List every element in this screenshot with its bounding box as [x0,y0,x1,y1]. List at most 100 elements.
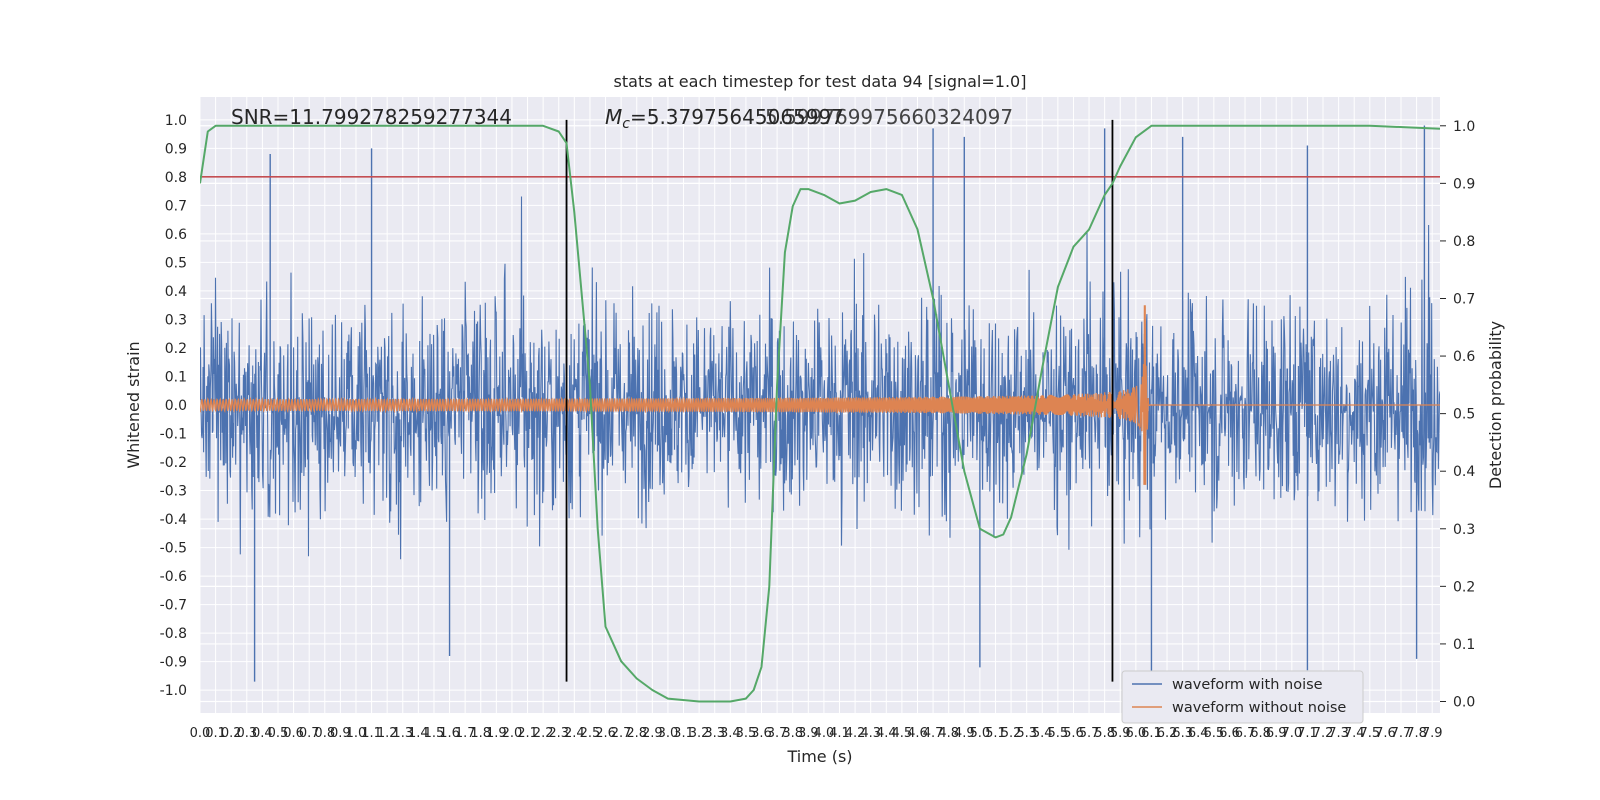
x-tick-label: 4.4 [876,726,897,741]
y-tick-label-left: 0.9 [165,141,187,157]
y-axis-label-right: Detection probability [1486,321,1505,489]
x-tick-label: 1.2 [377,726,398,741]
y-tick-label-left: -0.7 [160,598,187,614]
x-tick-label: 3.1 [673,726,694,741]
y-tick-label-left: 0.6 [165,227,187,243]
tick-labels: 0.00.10.20.30.40.50.60.70.80.91.01.11.21… [160,113,1476,741]
x-tick-label: 5.4 [1032,726,1053,741]
y-tick-label-left: 0.0 [165,398,187,414]
x-tick-label: 6.0 [1126,726,1147,741]
x-tick-label: 4.6 [907,726,928,741]
x-tick-label: 4.1 [829,726,850,741]
x-tick-label: 2.4 [564,726,585,741]
x-tick-label: 7.1 [1297,726,1318,741]
x-tick-label: 7.5 [1359,726,1380,741]
series-waveform-without-noise [200,305,1440,485]
x-tick-label: 1.3 [392,726,413,741]
x-tick-label: 3.4 [720,726,741,741]
x-tick-label: 0.8 [314,726,335,741]
y-tick-label-left: -0.6 [160,569,187,585]
x-tick-label: 2.3 [548,726,569,741]
x-tick-label: 1.8 [470,726,491,741]
y-tick-label-left: 0.8 [165,170,187,186]
x-tick-label: 2.5 [580,726,601,741]
y-tick-label-left: -1.0 [160,683,187,699]
x-tick-label: 6.9 [1266,726,1287,741]
x-tick-label: 1.9 [486,726,507,741]
y-tick-label-right: 0.1 [1453,637,1475,653]
x-tick-label: 7.8 [1406,726,1427,741]
x-tick-label: 6.4 [1188,726,1209,741]
x-tick-label: 7.7 [1391,726,1412,741]
x-tick-label: 3.2 [689,726,710,741]
x-tick-label: 1.0 [346,726,367,741]
x-tick-label: 6.7 [1235,726,1256,741]
y-tick-label-left: -0.1 [160,427,187,443]
x-tick-label: 5.9 [1110,726,1131,741]
y-tick-label-left: 0.3 [165,312,187,328]
y-tick-label-right: 1.0 [1453,119,1475,135]
x-tick-label: 7.3 [1328,726,1349,741]
x-tick-label: 4.2 [845,726,866,741]
chart-title: stats at each timestep for test data 94 … [614,72,1027,91]
series-detection-probability [200,124,1440,703]
x-tick-label: 3.6 [751,726,772,741]
x-tick-label: 4.9 [954,726,975,741]
y-tick-label-left: 0.7 [165,198,187,214]
x-tick-label: 5.3 [1016,726,1037,741]
x-tick-label: 4.8 [938,726,959,741]
y-tick-label-left: -0.4 [160,512,187,528]
legend: waveform with noise waveform without noi… [1121,670,1364,724]
x-tick-label: 7.2 [1313,726,1334,741]
x-tick-label: 7.4 [1344,726,1365,741]
x-tick-label: 1.7 [455,726,476,741]
x-tick-label: 3.9 [798,726,819,741]
y-tick-label-right: 0.9 [1453,176,1475,192]
x-tick-label: 5.8 [1094,726,1115,741]
x-tick-label: 2.8 [626,726,647,741]
x-tick-label: 1.5 [424,726,445,741]
x-tick-label: 1.1 [361,726,382,741]
x-axis-label: Time (s) [786,747,852,766]
x-tick-label: 6.6 [1219,726,1240,741]
x-tick-label: 2.2 [533,726,554,741]
x-tick-label: 2.6 [595,726,616,741]
x-tick-label: 0.2 [221,726,242,741]
y-tick-label-left: 0.5 [165,255,187,271]
x-tick-label: 0.5 [268,726,289,741]
x-tick-label: 1.4 [408,726,429,741]
x-tick-label: 0.7 [299,726,320,741]
y-tick-label-right: 0.0 [1453,694,1475,710]
y-tick-label-right: 0.7 [1453,291,1475,307]
y-tick-label-left: 0.4 [165,284,187,300]
x-tick-label: 2.0 [502,726,523,741]
y-tick-label-left: -0.2 [160,455,187,471]
x-tick-label: 6.8 [1250,726,1271,741]
x-tick-label: 5.7 [1079,726,1100,741]
series-waveform-with-noise [200,196,1440,560]
x-tick-label: 2.7 [611,726,632,741]
x-tick-label: 5.1 [985,726,1006,741]
x-tick-label: 0.6 [283,726,304,741]
x-tick-label: 7.0 [1281,726,1302,741]
x-tick-label: 0.4 [252,726,273,741]
mc-subscript: c [622,116,630,132]
x-tick-label: 3.5 [736,726,757,741]
legend-label-noise: waveform with noise [1172,677,1323,693]
y-tick-label-left: -0.9 [160,655,187,671]
x-tick-label: 6.1 [1141,726,1162,741]
x-tick-label: 0.0 [190,726,211,741]
y-tick-label-right: 0.4 [1453,464,1475,480]
x-tick-label: 6.5 [1203,726,1224,741]
x-tick-label: 2.9 [642,726,663,741]
y-tick-label-left: 0.1 [165,369,187,385]
x-tick-label: 7.9 [1422,726,1443,741]
x-tick-label: 4.5 [892,726,913,741]
y-tick-label-right: 0.8 [1453,234,1475,250]
y-tick-label-left: 1.0 [165,113,187,129]
x-tick-label: 0.3 [236,726,257,741]
x-tick-label: 0.1 [205,726,226,741]
y-axis-label-left: Whitened strain [124,341,143,468]
y-tick-label-right: 0.3 [1453,522,1475,538]
